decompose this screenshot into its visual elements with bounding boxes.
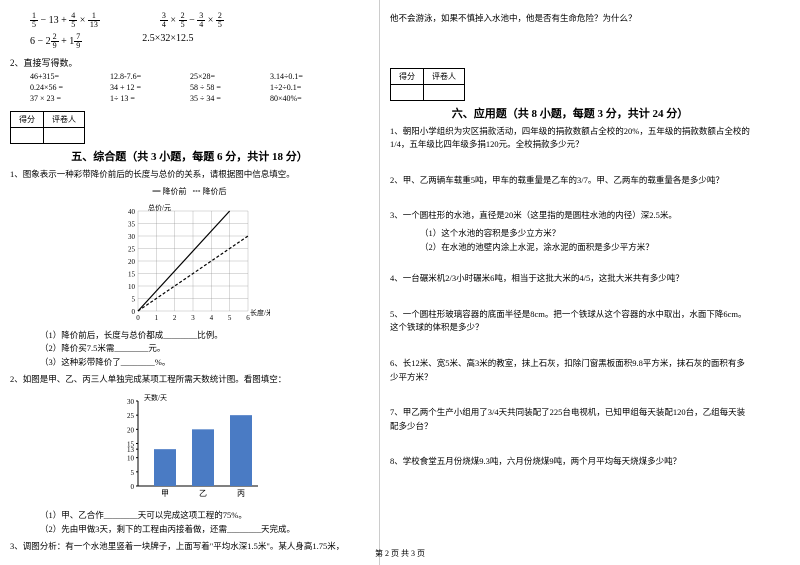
right-column: 他不会游泳，如果不慎掉入水池中，他是否有生命危险？为什么？ 得分 评卷人 六、应… bbox=[380, 0, 760, 565]
svg-text:5: 5 bbox=[130, 469, 134, 477]
left-column: 15 − 13 + 45 × 113 34 × 25 − 34 × 25 6 −… bbox=[0, 0, 380, 565]
svg-text:40: 40 bbox=[128, 208, 136, 216]
expr2: 34 × 25 − 34 × 25 bbox=[160, 12, 224, 29]
svg-text:0: 0 bbox=[131, 308, 135, 316]
svg-text:25: 25 bbox=[128, 245, 136, 253]
legend-after: ┅ 降价后 bbox=[193, 187, 227, 196]
svg-text:3: 3 bbox=[191, 314, 195, 322]
svg-text:15: 15 bbox=[128, 270, 136, 278]
q5-1: 1、图象表示一种彩带降价前后的长度与总价的关系，请根据图中信息填空。 bbox=[10, 168, 369, 182]
svg-text:4: 4 bbox=[209, 314, 213, 322]
score-label: 得分 bbox=[11, 112, 44, 128]
q2-title: 2、直接写得数。 bbox=[10, 56, 369, 69]
score-box-5: 得分 评卷人 bbox=[10, 111, 369, 144]
svg-text:35: 35 bbox=[128, 220, 136, 228]
bar-chart: 30252015131050甲乙丙天数/天 bbox=[110, 393, 270, 503]
svg-text:长度/米: 长度/米 bbox=[250, 308, 270, 317]
expr1: 15 − 13 + 45 × 113 bbox=[30, 12, 100, 29]
q5-1-subquestions: （1）降价前后，长度与总价都成________比例。（2）降价买7.5米需___… bbox=[10, 329, 369, 370]
q5-2: 2、如图是甲、乙、丙三人单独完成某项工程所需天数统计图。看图填空： bbox=[10, 373, 369, 387]
reviewer-label: 评卷人 bbox=[44, 112, 85, 128]
arithmetic-grid: 46+315=12.8-7.6=25×28=3.14÷0.1=0.24×56 =… bbox=[10, 72, 369, 103]
section6-title: 六、应用题（共 8 小题，每题 3 分，共计 24 分） bbox=[390, 105, 750, 121]
score-box-6: 得分 评卷人 bbox=[390, 68, 750, 101]
svg-text:20: 20 bbox=[127, 426, 135, 434]
svg-text:20: 20 bbox=[128, 258, 136, 266]
application-questions: 1、朝阳小学组织为灾区捐款活动，四年级的捐款数额占全校的20%，五年级的捐款数额… bbox=[390, 125, 750, 487]
svg-text:10: 10 bbox=[128, 283, 136, 291]
svg-text:25: 25 bbox=[127, 412, 135, 420]
line-chart: 40353025201510500123456总价/元长度/米 bbox=[110, 203, 270, 323]
svg-text:30: 30 bbox=[128, 233, 136, 241]
math-expressions-row1: 15 − 13 + 45 × 113 34 × 25 − 34 × 25 bbox=[30, 12, 369, 29]
reviewer-label: 评卷人 bbox=[424, 68, 465, 84]
expr3: 6 − 229 + 179 bbox=[30, 33, 82, 50]
q5-2-subquestions: （1）甲、乙合作________天可以完成这项工程的75%。（2）先由甲做3天，… bbox=[10, 509, 369, 536]
section5-title: 五、综合题（共 3 小题，每题 6 分，共计 18 分） bbox=[10, 148, 369, 164]
math-expressions-row2: 6 − 229 + 179 2.5×32×12.5 bbox=[30, 33, 369, 50]
svg-text:5: 5 bbox=[131, 295, 135, 303]
page-footer: 第 2 页 共 3 页 bbox=[0, 548, 800, 559]
svg-text:总价/元: 总价/元 bbox=[148, 203, 171, 212]
svg-text:0: 0 bbox=[130, 483, 134, 491]
score-label: 得分 bbox=[391, 68, 424, 84]
q5-3-cont: 他不会游泳，如果不慎掉入水池中，他是否有生命危险？为什么？ bbox=[390, 12, 750, 26]
svg-text:30: 30 bbox=[127, 398, 135, 406]
svg-text:1: 1 bbox=[154, 314, 158, 322]
svg-text:丙: 丙 bbox=[237, 489, 245, 498]
legend-before: ━ 降价前 bbox=[153, 187, 187, 196]
svg-text:13: 13 bbox=[127, 446, 135, 454]
expr4: 2.5×32×12.5 bbox=[142, 33, 193, 50]
svg-text:甲: 甲 bbox=[161, 489, 169, 498]
svg-text:2: 2 bbox=[172, 314, 176, 322]
svg-text:10: 10 bbox=[127, 455, 135, 463]
svg-text:乙: 乙 bbox=[199, 489, 207, 498]
svg-text:天数/天: 天数/天 bbox=[144, 393, 167, 402]
chart1-legend: ━ 降价前 ┅ 降价后 bbox=[10, 186, 369, 197]
svg-text:5: 5 bbox=[227, 314, 231, 322]
svg-text:0: 0 bbox=[136, 314, 140, 322]
